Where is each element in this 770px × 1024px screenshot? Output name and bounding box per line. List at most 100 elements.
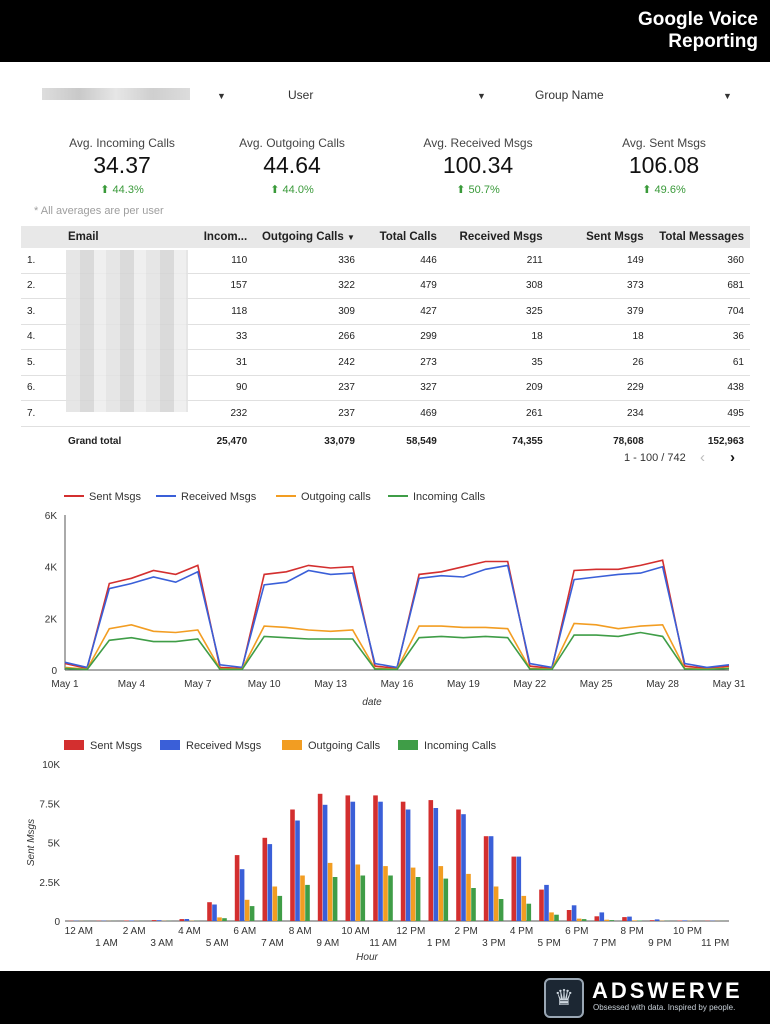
pagination-label: 1 - 100 / 742 (624, 452, 686, 464)
total-sent: 78,608 (613, 436, 644, 447)
x-tick-label: 4 AM (178, 926, 201, 937)
bar (156, 920, 162, 921)
legend-swatch (398, 740, 418, 750)
series-line (64, 564, 730, 669)
outgoing-cell: 336 (253, 248, 361, 274)
bar (373, 795, 378, 921)
x-tick-label: May 19 (447, 679, 480, 690)
sent-cell: 234 (548, 400, 650, 427)
report-title: Google Voice Reporting (498, 9, 758, 53)
received-cell: 18 (442, 324, 549, 350)
incoming-cell: 118 (189, 298, 254, 325)
bar (262, 837, 268, 921)
bar (212, 904, 217, 921)
bar (345, 795, 351, 921)
grand-total-label: Grand total (67, 436, 122, 447)
x-tick-label: 2 AM (123, 926, 146, 937)
kpi-avg-received-msgs: Avg. Received Msgs 100.34 ⬆ 50.7% (393, 136, 563, 196)
filter-first-dropdown-icon[interactable]: ▼ (217, 91, 226, 101)
sent-cell: 18 (548, 324, 650, 350)
kpi-avg-sent-msgs: Avg. Sent Msgs 106.08 ⬆ 49.6% (579, 136, 749, 196)
bar (554, 914, 559, 921)
x-tick-label: 11 AM (369, 938, 397, 949)
kpi-delta-value: 44.3% (112, 184, 144, 196)
bar (300, 875, 305, 921)
kpi-avg-outgoing-calls: Avg. Outgoing Calls 44.64 ⬆ 44.0% (207, 136, 377, 196)
kpi-delta-value: 49.6% (654, 184, 686, 196)
bar (438, 866, 444, 921)
filter-first[interactable] (42, 88, 190, 106)
incoming-cell: 90 (189, 375, 254, 401)
bar (594, 916, 600, 921)
sort-desc-icon[interactable]: ▼ (346, 233, 355, 242)
legend-label: Outgoing calls (301, 491, 371, 503)
sent-cell: 149 (548, 248, 650, 274)
bar (566, 910, 572, 921)
incoming-cell: 33 (189, 324, 254, 350)
bar (609, 920, 615, 921)
filter-group-name[interactable]: Group Name (535, 88, 604, 106)
kpi-delta: ⬆ 44.3% (37, 183, 207, 196)
bar (483, 836, 489, 921)
bar (327, 862, 333, 921)
kpi-label: Avg. Sent Msgs (622, 136, 706, 150)
chevron-left-icon[interactable]: ‹ (700, 449, 705, 466)
legend-label: Outgoing Calls (308, 740, 381, 752)
bar (488, 836, 494, 921)
sent-cell: 229 (548, 375, 650, 401)
received-cell: 325 (442, 298, 549, 325)
bar (383, 866, 388, 921)
bar (129, 920, 134, 921)
column-header-email[interactable]: Email (61, 226, 190, 248)
x-axis-title: date (362, 697, 382, 708)
legend-swatch (282, 740, 302, 750)
column-header-outgoing-calls[interactable]: Outgoing Calls ▼ (253, 226, 361, 248)
legend-label: Received Msgs (186, 740, 262, 752)
chevron-right-icon[interactable]: › (730, 449, 735, 466)
filter-group-dropdown-icon[interactable]: ▼ (723, 91, 732, 101)
column-header-incoming[interactable]: Incom... (189, 226, 254, 248)
daily-line-chart: Sent Msgs Received Msgs Outgoing calls Inco… (45, 491, 746, 708)
bar (604, 919, 610, 921)
email-column-redaction (66, 250, 188, 412)
x-tick-label: 4 PM (510, 926, 533, 937)
x-tick-label: 12 AM (65, 926, 93, 937)
total-calls-cell: 327 (360, 375, 443, 401)
filter-user-dropdown-icon[interactable]: ▼ (477, 91, 486, 101)
total-calls-cell: 446 (360, 248, 443, 274)
total-calls-cell: 427 (360, 298, 443, 325)
bar (249, 906, 255, 921)
column-header-received-msgs[interactable]: Received Msgs (442, 226, 549, 248)
column-header-total-calls[interactable]: Total Calls (360, 226, 443, 248)
incoming-cell: 157 (189, 273, 254, 299)
filter-user[interactable]: User (288, 88, 313, 106)
y-tick-label: 0 (51, 666, 57, 677)
bar (239, 869, 245, 921)
x-tick-label: 9 AM (316, 938, 339, 949)
table-row[interactable]: 7. 232 237 469 261 234 495 (21, 400, 750, 427)
bar (433, 808, 439, 921)
x-tick-label: May 13 (314, 679, 347, 690)
series-line (64, 559, 730, 670)
column-header-total-messages[interactable]: Total Messages (649, 226, 750, 248)
arrow-up-icon: ⬆ (100, 184, 113, 196)
hourly-bar-chart: Sent Msgs Received Msgs Outgoing Calls Inco… (26, 740, 729, 963)
x-tick-label: 11 PM (701, 938, 729, 949)
bar (378, 801, 383, 921)
bar (539, 889, 544, 921)
row-index: 7. (21, 400, 62, 427)
outgoing-cell: 242 (253, 349, 361, 376)
legend-swatch (160, 740, 180, 750)
kpi-delta: ⬆ 50.7% (393, 183, 563, 196)
y-tick-label: 5K (48, 839, 61, 850)
legend-label: Received Msgs (181, 491, 257, 503)
total-total-calls: 58,549 (406, 436, 437, 447)
total-messages-cell: 495 (649, 400, 750, 427)
x-tick-label: May 28 (646, 679, 679, 690)
total-messages-cell: 681 (649, 273, 750, 299)
outgoing-cell: 309 (253, 298, 361, 325)
x-tick-label: May 22 (513, 679, 546, 690)
column-header-sent-msgs[interactable]: Sent Msgs (548, 226, 650, 248)
adswerve-logo-icon: ♛ (544, 978, 584, 1018)
incoming-cell: 232 (189, 400, 254, 427)
